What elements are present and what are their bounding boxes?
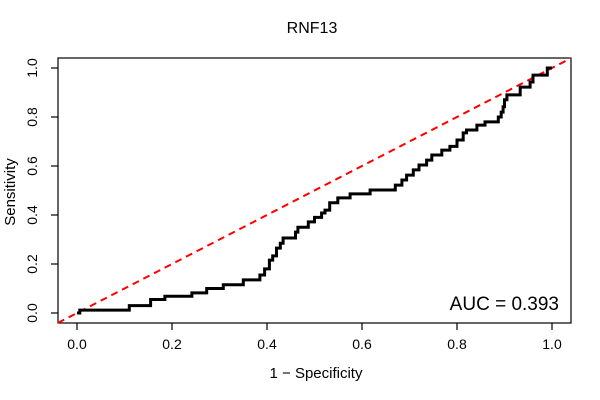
y-axis-label: Sensitivity <box>2 158 19 226</box>
y-tick-label: 0.2 <box>24 254 40 274</box>
auc-annotation: AUC = 0.393 <box>450 294 559 315</box>
reference-diagonal-line <box>57 57 572 324</box>
x-axis-ticks: 0.0 0.2 0.4 0.6 0.8 1.0 <box>67 323 562 352</box>
x-tick-label: 0.4 <box>257 336 277 352</box>
chart-title: RNF13 <box>287 20 338 37</box>
x-tick-label: 0.6 <box>352 336 372 352</box>
y-axis-ticks: 0.0 0.2 0.4 0.6 0.8 1.0 <box>24 58 58 323</box>
x-tick-label: 1.0 <box>542 336 562 352</box>
x-axis-label: 1 − Specificity <box>270 365 363 382</box>
y-tick-label: 1.0 <box>24 58 40 78</box>
y-tick-label: 0.4 <box>24 205 40 225</box>
y-tick-label: 0.8 <box>24 107 40 127</box>
plot-area-border <box>57 57 572 324</box>
roc-curve-line <box>77 66 552 315</box>
x-tick-label: 0.8 <box>447 336 467 352</box>
y-tick-label: 0.0 <box>24 303 40 323</box>
y-tick-label: 0.6 <box>24 156 40 176</box>
x-tick-label: 0.2 <box>162 336 182 352</box>
x-tick-label: 0.0 <box>67 336 87 352</box>
